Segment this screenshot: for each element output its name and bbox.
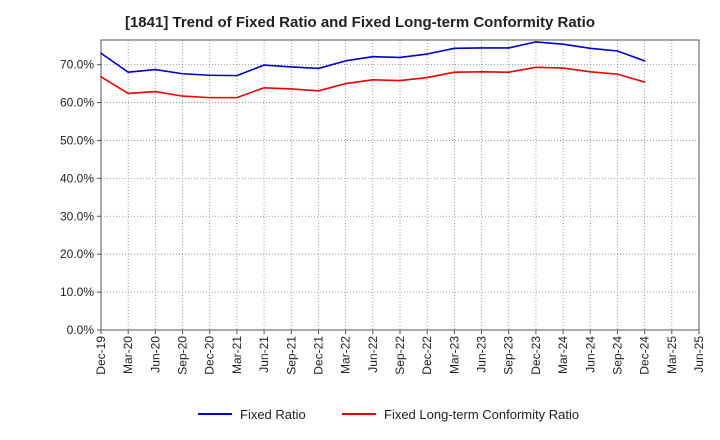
y-tick-label: 30.0% (60, 209, 94, 223)
x-tick-label: Mar-25 (665, 336, 679, 374)
x-tick-label: Sep-20 (176, 336, 190, 375)
x-tick-label: Jun-20 (148, 336, 162, 373)
y-tick-label: 10.0% (60, 285, 94, 299)
x-tick-label: Mar-21 (230, 336, 244, 374)
legend: Fixed Ratio Fixed Long-term Conformity Ra… (198, 407, 579, 422)
legend-label-fixed-long-term-conformity-ratio: Fixed Long-term Conformity Ratio (384, 407, 579, 422)
x-tick-label: Jun-21 (257, 336, 271, 373)
x-tick-label: Sep-23 (502, 336, 516, 375)
x-tick-label: Jun-25 (692, 336, 706, 373)
x-tick-label: Jun-24 (583, 336, 597, 373)
chart-title: [1841] Trend of Fixed Ratio and Fixed Lo… (124, 14, 596, 31)
x-tick-label: Mar-23 (447, 336, 461, 374)
x-tick-label: Jun-23 (475, 336, 489, 373)
y-tick-label: 50.0% (60, 133, 94, 147)
y-tick-label: 40.0% (60, 171, 94, 185)
series-line-fixed-long-term-conformity-ratio (100, 66, 646, 99)
x-tick-label: Jun-22 (366, 336, 380, 373)
x-tick-label: Sep-24 (610, 336, 624, 375)
x-tick-label: Mar-20 (121, 336, 135, 374)
x-tick-label: Dec-23 (529, 336, 543, 375)
axes: 0.0% 10.0% 20.0% 30.0% 40.0% 50.0% 60.0% 70.0% D… (60, 39, 706, 375)
grid-lines (101, 40, 699, 330)
x-tick-label: Dec-19 (94, 336, 108, 375)
x-tick-label: Sep-21 (284, 336, 298, 375)
legend-label-fixed-ratio: Fixed Ratio (240, 407, 306, 422)
x-tick-label: Mar-22 (339, 336, 353, 374)
series-lines (100, 41, 646, 99)
y-tick-label: 0.0% (67, 323, 95, 337)
x-tick-label: Dec-24 (638, 336, 652, 375)
x-tick-label: Dec-20 (203, 336, 217, 375)
x-tick-label: Dec-21 (311, 336, 325, 375)
x-tick-label: Dec-22 (420, 336, 434, 375)
x-tick-label: Mar-24 (556, 336, 570, 374)
series-line-fixed-ratio (100, 41, 646, 77)
y-tick-label: 20.0% (60, 247, 94, 261)
x-tick-label: Sep-22 (393, 336, 407, 375)
y-tick-label: 70.0% (60, 58, 94, 72)
y-tick-label: 60.0% (60, 96, 94, 110)
